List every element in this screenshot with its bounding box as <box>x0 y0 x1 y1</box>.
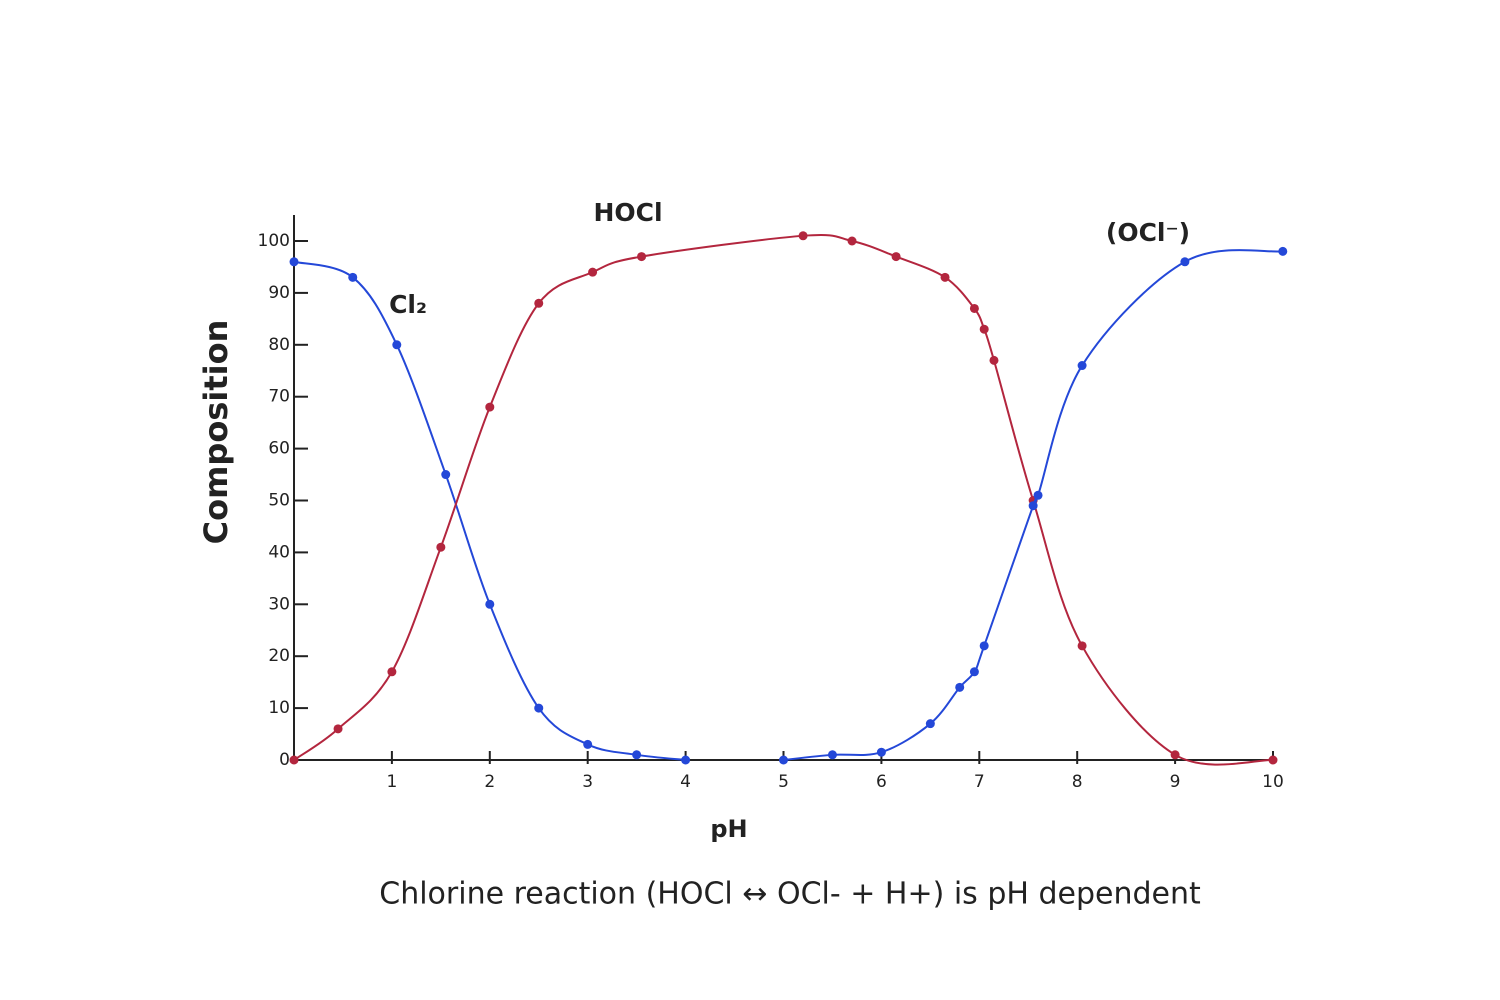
x-tick-label: 10 <box>1262 772 1284 792</box>
y-tick-label: 90 <box>268 283 290 303</box>
data-point <box>827 750 837 760</box>
data-point <box>876 747 886 757</box>
data-point <box>1077 641 1087 651</box>
x-tick-label: 7 <box>974 772 985 792</box>
y-tick-label: 70 <box>268 387 290 407</box>
y-tick-label: 50 <box>268 491 290 511</box>
x-tick-label: 9 <box>1170 772 1181 792</box>
x-tick-label: 3 <box>582 772 593 792</box>
data-point <box>392 340 402 350</box>
x-tick-label: 4 <box>680 772 691 792</box>
data-point <box>387 667 397 677</box>
x-tick-label: 1 <box>386 772 397 792</box>
data-point <box>289 755 299 765</box>
y-tick-label: 10 <box>268 698 290 718</box>
data-point <box>969 667 979 677</box>
data-point <box>989 355 999 365</box>
series-label: Cl₂ <box>389 290 427 319</box>
series-label: (OCl⁻) <box>1106 218 1190 247</box>
data-point <box>583 739 593 749</box>
data-point <box>969 303 979 313</box>
data-point <box>534 703 544 713</box>
y-tick-label: 80 <box>268 335 290 355</box>
data-point <box>925 719 935 729</box>
data-point <box>637 252 647 262</box>
data-point <box>289 257 299 267</box>
data-point <box>588 267 598 277</box>
y-tick-label: 0 <box>279 750 290 770</box>
data-point <box>1028 501 1038 511</box>
y-tick-label: 20 <box>268 646 290 666</box>
x-tick-label: 6 <box>876 772 887 792</box>
x-tick-label: 5 <box>778 772 789 792</box>
data-point <box>979 324 989 334</box>
data-point <box>632 750 642 760</box>
series-line <box>293 260 686 761</box>
series-line <box>293 234 1274 766</box>
data-point <box>681 755 691 765</box>
y-tick-label: 40 <box>268 542 290 562</box>
y-tick-label: 30 <box>268 594 290 614</box>
data-point <box>847 236 857 246</box>
y-tick-label: 60 <box>268 439 290 459</box>
data-point <box>333 724 343 734</box>
data-point <box>979 641 989 651</box>
data-point <box>1033 490 1043 500</box>
y-axis-label: Composition <box>197 320 235 545</box>
data-point <box>1077 361 1087 371</box>
x-tick-label: 2 <box>484 772 495 792</box>
chart-title: Chlorine reaction (HOCl ↔ OCl- + H+) is … <box>379 877 1201 912</box>
x-axis-label: pH <box>710 815 747 843</box>
data-point <box>485 402 495 412</box>
x-tick-label: 8 <box>1072 772 1083 792</box>
series-label: HOCl <box>593 198 662 227</box>
data-point <box>940 272 950 282</box>
data-point <box>1268 755 1278 765</box>
data-point <box>1180 257 1190 267</box>
data-point <box>798 231 808 241</box>
data-point <box>779 755 788 765</box>
data-point <box>441 470 451 480</box>
data-point <box>436 542 446 552</box>
data-point <box>1278 246 1288 256</box>
data-point <box>485 599 495 609</box>
data-point <box>1170 750 1180 760</box>
data-point <box>534 298 544 308</box>
data-point <box>955 682 965 692</box>
data-point <box>891 252 901 262</box>
data-point <box>348 272 358 282</box>
y-tick-label: 100 <box>258 231 290 251</box>
